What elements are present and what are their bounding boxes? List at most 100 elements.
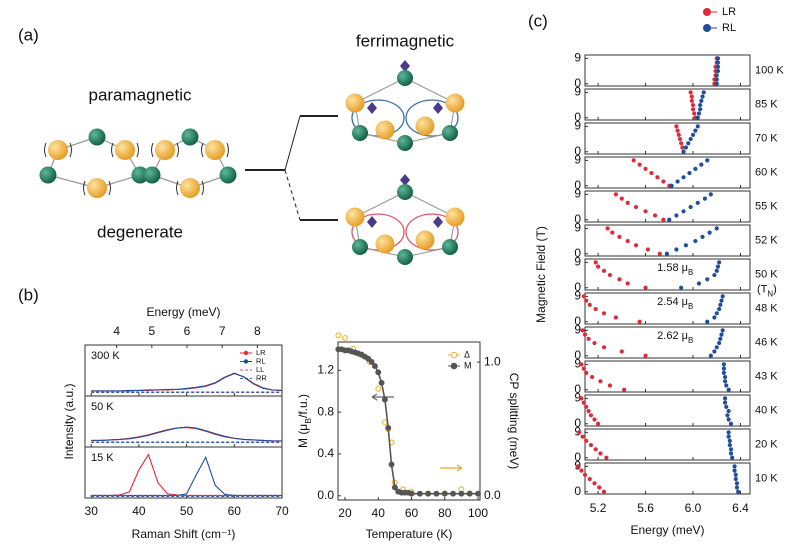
panel-frame — [584, 462, 751, 495]
data-point — [576, 430, 582, 435]
data-point — [683, 145, 688, 150]
ligand — [367, 216, 377, 228]
panel-label: 10 K — [755, 472, 778, 484]
x-axis-label: Energy (meV) — [630, 523, 704, 537]
x-tick-label: 20 — [338, 506, 352, 520]
data-point — [692, 111, 697, 116]
atom — [180, 178, 200, 198]
data-point — [667, 217, 672, 222]
data-point — [721, 362, 726, 367]
data-point — [721, 370, 726, 375]
y-tick-label: 9 — [574, 221, 581, 235]
y-tick-label: 0 — [574, 178, 581, 192]
data-point — [601, 345, 607, 350]
data-point — [726, 430, 731, 435]
data-point — [676, 132, 681, 137]
data-point — [595, 421, 601, 426]
plot-frame — [337, 341, 481, 501]
panel-frame — [584, 394, 751, 427]
orbit — [405, 213, 459, 251]
data-point — [598, 451, 603, 456]
split-line — [284, 115, 301, 171]
data-point — [643, 209, 648, 214]
panel-label: 52 K — [755, 234, 778, 246]
data-point — [601, 489, 607, 494]
legend-marker — [703, 8, 711, 16]
panel-label: 46 K — [755, 336, 778, 348]
spin-wiggle — [201, 180, 204, 196]
series-line — [338, 348, 478, 495]
data-point — [655, 175, 660, 180]
data-point — [607, 272, 613, 278]
data-point — [581, 400, 586, 405]
data-point — [715, 264, 721, 269]
atom — [445, 207, 465, 227]
ligand — [367, 102, 377, 114]
spectrum-line — [91, 426, 282, 442]
y-tick-label: 0.4 — [317, 446, 334, 460]
legend-marker — [703, 24, 711, 32]
x-tick-label: 80 — [438, 506, 452, 520]
legend-marker — [243, 350, 249, 356]
data-point — [679, 141, 684, 146]
data-point — [643, 285, 648, 290]
panel-frame — [584, 428, 751, 461]
data-point — [657, 251, 662, 256]
panel-label: 43 K — [755, 370, 778, 382]
data-point — [391, 484, 398, 491]
data-point — [593, 306, 598, 312]
y-tick-label: 0.8 — [317, 404, 334, 418]
panel-note-part: ) — [773, 283, 777, 295]
data-point — [696, 281, 702, 286]
x-axis-label: Temperature (K) — [366, 527, 453, 541]
legend-label: RR — [256, 373, 267, 382]
data-point — [588, 442, 594, 448]
data-point — [733, 472, 738, 477]
data-point — [734, 485, 740, 490]
data-point — [643, 353, 648, 358]
data-point — [661, 217, 666, 222]
data-point — [688, 90, 693, 95]
data-point — [714, 311, 719, 316]
panel-label: 50 K — [755, 268, 778, 280]
data-point — [631, 158, 636, 163]
data-point — [637, 319, 642, 324]
data-point — [592, 481, 597, 486]
x-tick-label: 60 — [405, 506, 419, 520]
spin-wiggle — [44, 142, 47, 158]
x-tick-label: 40 — [132, 504, 146, 518]
data-point — [727, 442, 732, 448]
y-tick-label: 0 — [574, 212, 581, 226]
data-point — [718, 336, 723, 341]
panel-frame — [584, 122, 751, 155]
data-point — [714, 81, 719, 86]
data-point — [601, 311, 607, 316]
moment-annotation: 1.58 μB — [657, 262, 693, 277]
y2-axis-label: CP splitting (meV) — [507, 373, 521, 469]
data-point — [715, 64, 721, 69]
y-tick-label: 0 — [574, 348, 581, 362]
moment-annotation-part: 1.58 μ — [657, 262, 688, 274]
data-point — [587, 476, 592, 482]
data-point — [441, 490, 448, 497]
data-point — [695, 115, 700, 120]
data-point — [617, 234, 622, 239]
panel-label: 85 K — [755, 98, 778, 110]
data-point — [712, 315, 717, 320]
y-tick-label: 0 — [574, 382, 581, 396]
data-point — [700, 234, 705, 239]
ligand — [400, 174, 410, 186]
data-point — [619, 349, 624, 354]
atom — [397, 249, 413, 265]
data-point — [371, 363, 378, 370]
data-point — [385, 424, 392, 431]
y-tick-label: 9 — [574, 187, 581, 201]
atom — [375, 234, 395, 254]
moment-annotation-part: 2.54 μ — [657, 296, 688, 308]
state-label: ferrimagnetic — [356, 31, 455, 50]
state-label: degenerate — [97, 222, 183, 241]
ligand — [433, 102, 443, 114]
data-point — [732, 468, 737, 473]
x-tick-label: 6.4 — [732, 501, 749, 515]
y-tick-label: 0 — [574, 110, 581, 124]
